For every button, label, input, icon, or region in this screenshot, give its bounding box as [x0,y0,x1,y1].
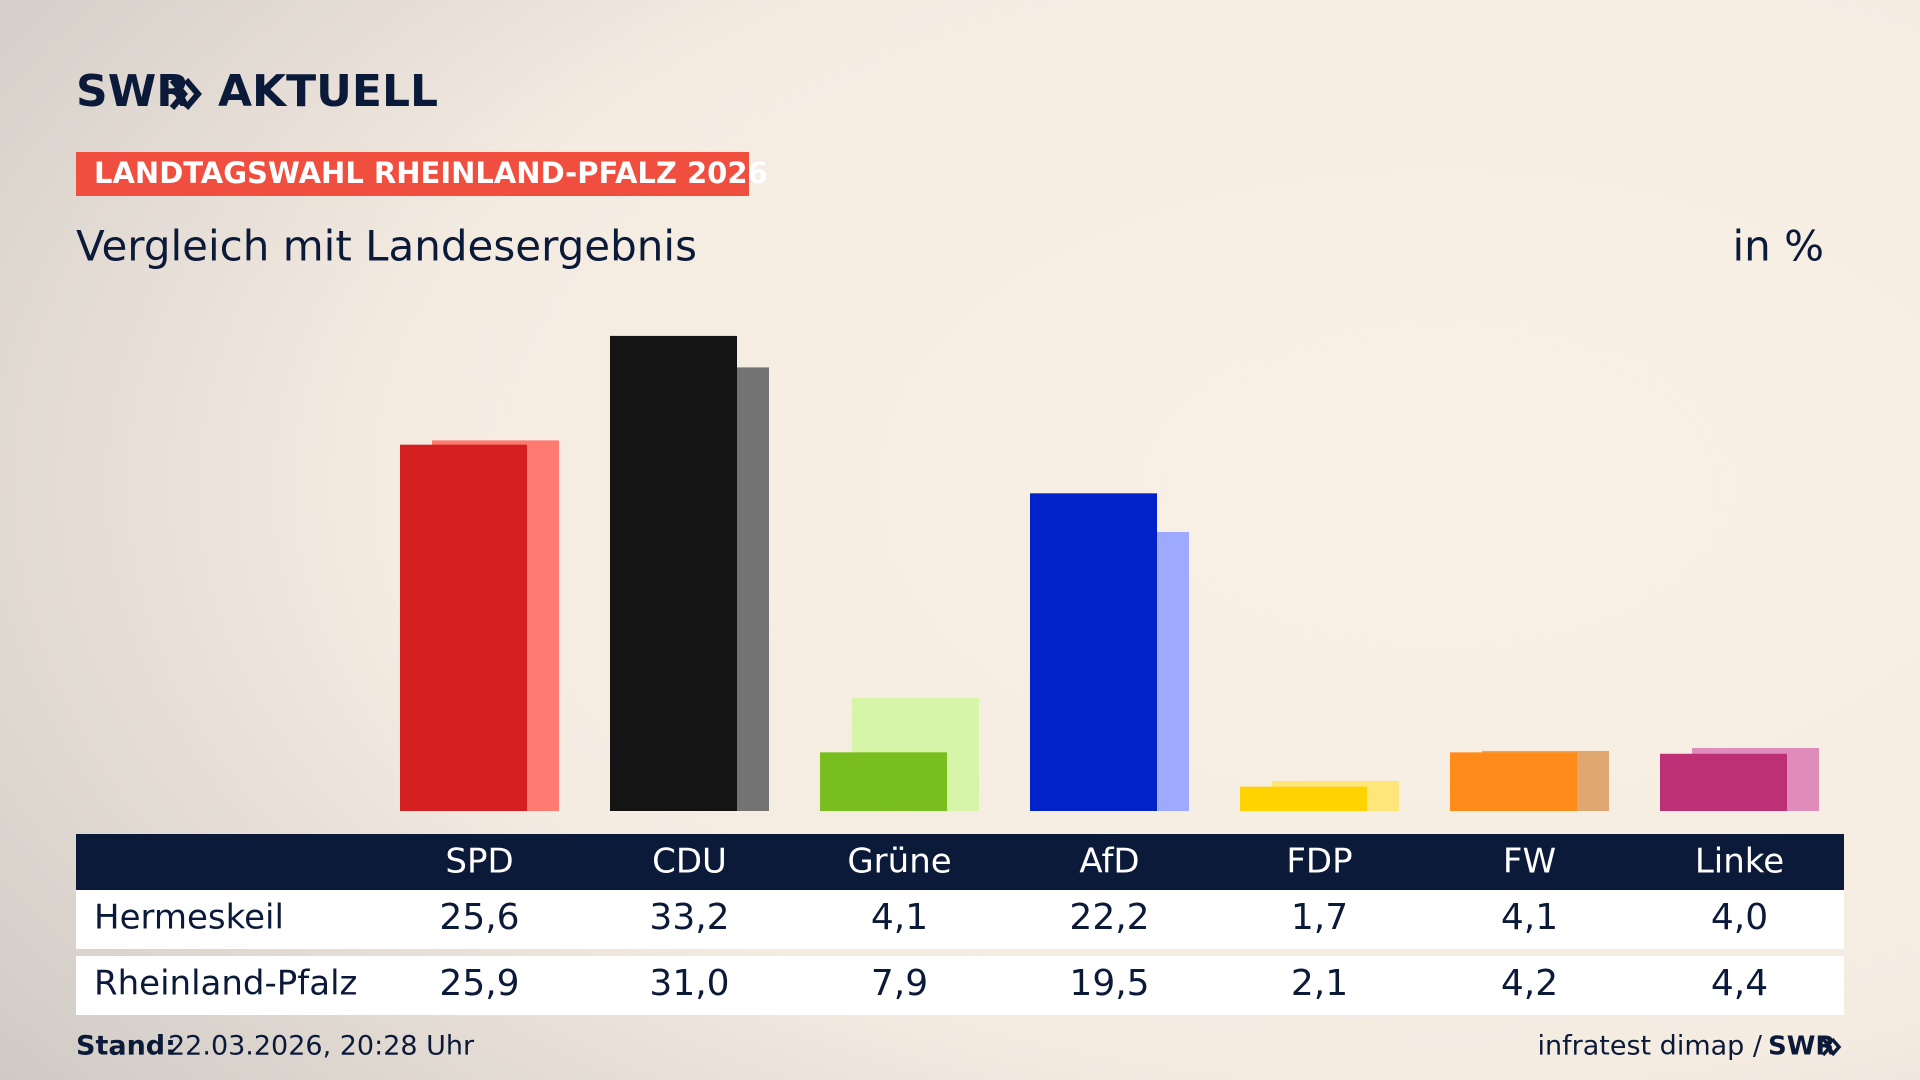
value-label: 25,6 [439,897,519,938]
value-label: 19,5 [1069,963,1149,1004]
value-label: 4,2 [1501,963,1558,1004]
bar [400,444,527,811]
row-label: Rheinland-Pfalz [94,964,357,1004]
value-label: 31,0 [649,963,729,1004]
value-label: 22,2 [1069,897,1149,938]
banner: LANDTAGSWAHL RHEINLAND-PFALZ 2026 [94,156,768,190]
bar [1450,752,1577,811]
unit: in % [1732,222,1824,271]
value-label: 4,4 [1711,963,1768,1004]
row-label: Hermeskeil [94,898,284,938]
bar [1660,753,1787,811]
bar [820,752,947,811]
brand-chevrons [169,78,202,110]
value-label: 7,9 [871,963,928,1004]
category-label: AfD [1079,842,1139,882]
value-label: 33,2 [649,897,729,938]
category-label: FDP [1286,842,1352,882]
value-label: 4,0 [1711,897,1768,938]
table-header [76,834,1844,890]
footer-chevrons [1821,1037,1842,1057]
value-label: 1,7 [1291,897,1348,938]
value-label: 4,1 [871,897,928,938]
category-label: CDU [652,842,727,882]
chart-title: Vergleich mit Landesergebnis [76,222,697,271]
stand: 22.03.2026, 20:28 Uhr [168,1031,475,1062]
bar [1240,786,1367,811]
brand-name: AKTUELL [218,66,438,117]
category-label: SPD [445,842,513,882]
brand: SWR [76,66,190,117]
bar [610,335,737,811]
footer-brand: SWR [1768,1032,1835,1062]
banner-bg [76,152,749,196]
table-row [76,956,1844,1015]
category-label: FW [1503,842,1556,882]
bar [1030,493,1157,811]
stand-label: Stand: [76,1031,176,1062]
category-label: Linke [1695,842,1784,882]
value-label: 25,9 [439,963,519,1004]
value-label: 4,1 [1501,897,1558,938]
source: infratest dimap / [1537,1031,1762,1062]
table-row [76,890,1844,949]
value-label: 2,1 [1291,963,1348,1004]
category-label: Grüne [847,842,951,882]
